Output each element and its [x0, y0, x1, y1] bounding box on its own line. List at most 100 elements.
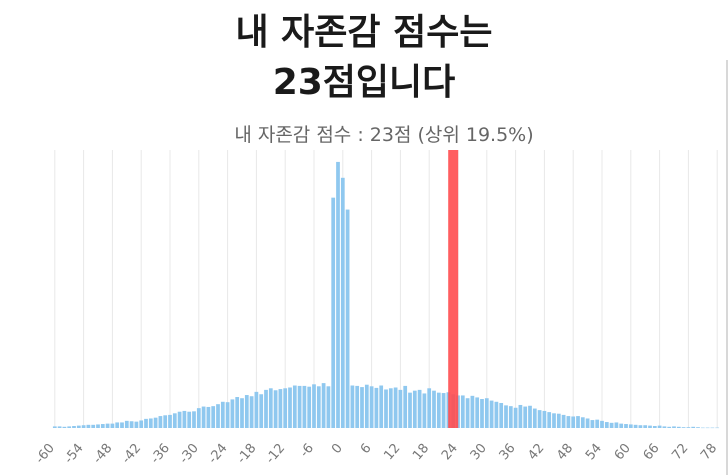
histogram-bar [249, 396, 254, 428]
x-tick-label: 18 [410, 441, 432, 463]
histogram-bar [566, 416, 571, 428]
histogram-bar [244, 395, 249, 428]
histogram-bar [81, 425, 86, 428]
histogram-bar [297, 385, 302, 428]
histogram-bar [168, 414, 172, 428]
histogram-bar [513, 407, 518, 428]
histogram-bar [681, 427, 686, 428]
x-tick-label: -48 [90, 441, 115, 467]
histogram-bar [499, 402, 504, 428]
histogram-bar [331, 197, 336, 428]
histogram-bar [595, 419, 600, 428]
histogram-bar [360, 387, 364, 428]
histogram-bar [604, 422, 609, 428]
histogram-bar [561, 414, 566, 428]
histogram-bar [648, 425, 652, 428]
histogram-bar [585, 418, 590, 428]
x-tick-label: -18 [234, 441, 259, 467]
histogram-bar [657, 425, 662, 428]
histogram-bar [369, 386, 374, 428]
histogram-bar [403, 385, 408, 428]
chart-bars [52, 161, 720, 429]
x-tick-label: 54 [583, 441, 605, 463]
histogram-bar [153, 417, 158, 428]
histogram-bar [220, 401, 225, 428]
histogram-bar [624, 424, 628, 428]
x-tick-label: -24 [206, 441, 231, 467]
x-tick-label: 36 [497, 441, 519, 463]
x-tick-label: 78 [698, 441, 720, 463]
histogram-bar [576, 416, 580, 428]
histogram-bar [422, 393, 427, 428]
histogram-bar [643, 425, 648, 428]
histogram-bar [552, 413, 556, 428]
histogram-bar [76, 425, 81, 428]
histogram-bar [628, 424, 633, 428]
histogram-bar [700, 427, 705, 429]
histogram-bar [436, 392, 441, 428]
x-tick-label: 42 [525, 441, 547, 463]
histogram-bar [691, 426, 696, 428]
histogram-bar [139, 420, 144, 428]
histogram-bar [374, 387, 379, 428]
histogram-bar [283, 388, 288, 428]
histogram-bar [273, 390, 278, 428]
histogram-bar [240, 398, 244, 428]
histogram-bar [662, 426, 667, 428]
histogram-bar [91, 424, 96, 428]
x-tick-label: -12 [263, 441, 288, 467]
histogram-bar [460, 395, 465, 428]
histogram-bar [57, 426, 62, 428]
histogram-bar [542, 410, 547, 428]
histogram-bar [590, 420, 595, 428]
x-tick-label: 48 [554, 441, 576, 463]
histogram-bar [172, 413, 177, 428]
x-tick-label: 24 [439, 441, 461, 463]
histogram-bar [278, 389, 283, 428]
histogram-bar [715, 427, 720, 429]
histogram-bar [556, 413, 561, 428]
histogram-bar [465, 398, 470, 428]
histogram-bar [192, 411, 196, 428]
histogram-bar [508, 406, 513, 428]
chart-grid [54, 150, 718, 428]
score-marker-layer [448, 150, 459, 428]
x-tick-label: -60 [33, 441, 58, 467]
chart-subtitle: 내 자존감 점수 : 23점 (상위 19.5%) [234, 124, 534, 146]
histogram-bar [100, 424, 105, 428]
histogram-bar [254, 391, 259, 428]
result-title-line2: 23점입니다 [272, 62, 456, 103]
histogram-bar [326, 386, 331, 428]
histogram-bar [638, 425, 643, 428]
histogram-bar [321, 383, 326, 428]
x-tick-label: 30 [468, 441, 490, 463]
x-tick-label: -30 [177, 441, 202, 467]
histogram-bar [134, 421, 139, 428]
histogram-bar [124, 420, 129, 428]
histogram-bar [504, 405, 508, 428]
histogram-bar [710, 427, 715, 429]
histogram-bar [484, 398, 489, 428]
histogram-bar [259, 394, 264, 428]
histogram-bar [633, 424, 638, 428]
histogram-bar [441, 393, 446, 428]
x-tick-label: 66 [641, 441, 663, 463]
histogram-bar [264, 389, 268, 428]
histogram-bar [268, 388, 273, 428]
histogram-bar [355, 385, 360, 428]
histogram-bar [196, 408, 201, 428]
x-tick-label: -42 [119, 441, 144, 467]
histogram-bar [211, 406, 216, 428]
histogram-bar [201, 406, 206, 428]
x-tick-label: 12 [381, 441, 403, 463]
histogram-bar [393, 387, 398, 428]
histogram-bar [398, 389, 403, 428]
histogram-bar [518, 404, 523, 428]
histogram-bar [187, 411, 192, 428]
histogram-bar [427, 388, 432, 428]
histogram-bar [408, 392, 412, 428]
histogram-bar [686, 427, 691, 428]
histogram-bar [705, 427, 710, 429]
histogram-bar [379, 385, 384, 428]
